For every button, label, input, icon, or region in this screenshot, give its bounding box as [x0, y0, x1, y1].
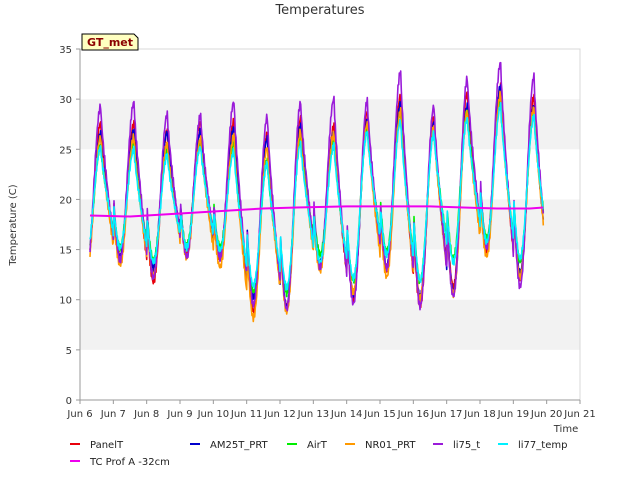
legend-label: TC Prof A -32cm — [89, 457, 170, 468]
x-tick-label: Jun 11 — [230, 409, 263, 420]
legend-label: AirT — [307, 440, 328, 451]
x-tick-label: Jun 13 — [297, 409, 330, 420]
x-tick-label: Jun 7 — [100, 409, 126, 420]
grid-band — [80, 49, 580, 100]
grid-bands — [79, 48, 581, 401]
axes — [76, 48, 581, 404]
y-tick-label: 5 — [66, 346, 72, 357]
x-tick-label: Jun 8 — [133, 409, 159, 420]
legend-label: NR01_PRT — [365, 440, 416, 451]
grid-band — [80, 299, 580, 350]
site-label-badge — [81, 33, 139, 51]
x-tick-label: Jun 14 — [330, 409, 363, 420]
y-tick-label: 35 — [59, 45, 72, 56]
y-tick-label: 15 — [59, 246, 72, 257]
y-tick-label: 25 — [59, 145, 72, 156]
x-tick-label: Jun 19 — [497, 409, 530, 420]
y-tick-label: 20 — [59, 195, 72, 206]
series-layer — [89, 61, 545, 323]
x-tick-label: Jun 17 — [430, 409, 463, 420]
site-label: GT_met — [87, 36, 133, 49]
y-tick-label: 10 — [59, 296, 72, 307]
x-tick-labels: Jun 6 Jun 7 Jun 8 Jun 9 Jun 10 Jun 11 Jun 12 Ju… — [66, 409, 595, 420]
grid-band — [80, 249, 580, 300]
legend-label: AM25T_PRT — [210, 440, 269, 451]
x-tick-label: Jun 10 — [197, 409, 230, 420]
x-tick-label: Jun 18 — [463, 409, 496, 420]
legend: PanelT AM25T_PRT AirT NR01_PRT li75_t li77_te… — [70, 440, 567, 468]
x-tick-label: Jun 21 — [563, 409, 596, 420]
x-tick-label: Jun 15 — [363, 409, 396, 420]
chart-title: Temperatures — [274, 3, 364, 18]
x-tick-label: Jun 9 — [166, 409, 192, 420]
x-axis-title: Time — [553, 424, 578, 435]
legend-label: li77_temp — [518, 440, 567, 451]
legend-label: PanelT — [90, 440, 124, 451]
y-tick-labels: 0 5 10 15 20 25 30 35 — [59, 45, 72, 407]
y-axis-title: Temperature (C) — [8, 184, 19, 266]
y-tick-label: 30 — [59, 95, 72, 106]
y-tick-label: 0 — [66, 396, 72, 407]
site-label-box: GT_met — [81, 33, 139, 51]
x-tick-label: Jun 16 — [397, 409, 430, 420]
series-line-li77-temp — [89, 102, 545, 291]
legend-label: li75_t — [453, 440, 480, 451]
grid-band — [80, 349, 580, 400]
x-tick-label: Jun 12 — [263, 409, 296, 420]
series-line-tc-prof-a-32cm — [89, 205, 544, 218]
x-tick-label: Jun 6 — [66, 409, 92, 420]
x-tick-label: Jun 20 — [530, 409, 563, 420]
